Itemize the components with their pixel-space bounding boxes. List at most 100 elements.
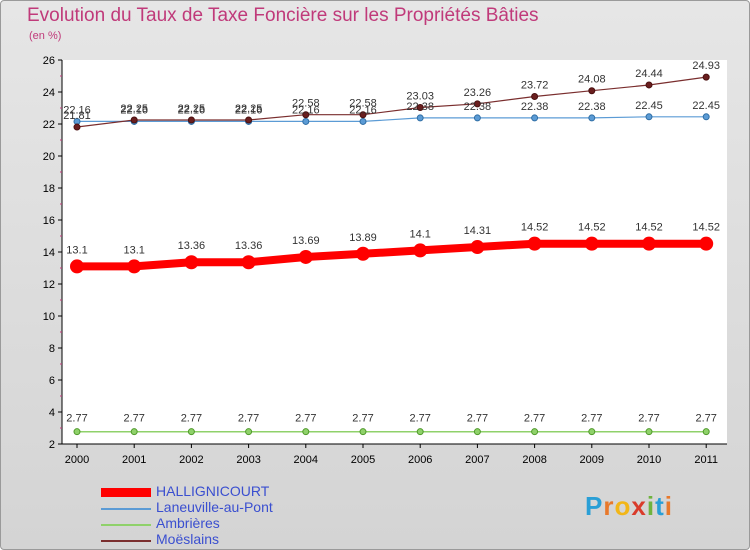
y-tick-label: 24 (43, 87, 55, 99)
x-tick-label: 2006 (408, 454, 432, 466)
series-line (77, 116, 707, 123)
data-point (702, 113, 710, 121)
data-label: 22.16 (178, 104, 206, 116)
data-label: 2.77 (695, 413, 716, 425)
data-label: 22.38 (464, 101, 492, 113)
data-label: 14.31 (464, 225, 492, 237)
data-label: 14.52 (692, 222, 720, 234)
y-tick-label: 6 (49, 375, 55, 387)
data-label: 22.16 (235, 104, 263, 116)
data-label: 2.77 (181, 413, 202, 425)
data-point (702, 73, 710, 81)
y-tick-label: 14 (43, 247, 55, 259)
proxiti-logo: Proxiti (585, 491, 673, 522)
data-point (73, 123, 81, 131)
data-point (588, 428, 596, 436)
data-label: 22.45 (692, 100, 720, 112)
data-point (531, 92, 539, 100)
data-point (584, 236, 599, 251)
data-point (416, 428, 424, 436)
data-label: 2.77 (66, 413, 87, 425)
data-point (70, 259, 84, 274)
data-point (702, 428, 710, 436)
data-point (245, 428, 253, 436)
y-tick-label: 18 (43, 183, 55, 195)
data-point (359, 111, 367, 119)
logo-letter: P (585, 491, 604, 521)
data-point (413, 243, 428, 258)
x-tick-label: 2007 (465, 454, 489, 466)
data-point (359, 428, 367, 436)
data-label: 22.45 (635, 100, 663, 112)
data-label: 22.58 (292, 98, 320, 110)
data-label: 22.58 (349, 98, 377, 110)
unit-label: (en %) (29, 30, 62, 42)
data-label: 2.77 (352, 413, 373, 425)
series-line (77, 239, 707, 271)
x-tick-label: 2000 (65, 454, 89, 466)
data-label: 22.25 (235, 103, 263, 115)
data-point (531, 114, 539, 122)
legend-label: Moëslains (156, 531, 220, 547)
data-point (130, 116, 138, 124)
data-label: 2.77 (238, 413, 259, 425)
data-label: 24.93 (692, 60, 720, 72)
data-point (699, 236, 714, 251)
data-point (416, 104, 424, 112)
data-label: 2.77 (123, 413, 144, 425)
data-label: 22.25 (120, 103, 148, 115)
y-tick-label: 8 (49, 343, 55, 355)
data-label: 24.08 (578, 74, 606, 86)
chart-title: Evolution du Taux de Taxe Foncière sur l… (27, 5, 539, 26)
data-label: 23.72 (521, 79, 549, 91)
data-label: 22.16 (292, 104, 320, 116)
data-label: 23.03 (406, 91, 434, 103)
y-tick-label: 2 (49, 439, 55, 451)
data-label: 2.77 (467, 413, 488, 425)
data-point (302, 428, 310, 436)
data-label: 14.1 (409, 228, 430, 240)
x-tick-label: 2004 (294, 454, 318, 466)
data-point (245, 116, 253, 124)
data-label: 22.38 (521, 101, 549, 113)
data-point (127, 259, 142, 274)
data-point (527, 236, 542, 251)
data-labels: 13.1 13.1 13.36 13.36 13.69 13.89 14.1 14.31 14.… (63, 60, 720, 425)
data-label: 13.69 (292, 235, 320, 247)
data-point (302, 117, 310, 125)
y-tick-label: 20 (43, 151, 55, 163)
data-label: 2.77 (295, 413, 316, 425)
data-label: 22.16 (120, 104, 148, 116)
data-point (645, 113, 653, 121)
x-tick-label: 2011 (694, 454, 718, 466)
data-point (184, 255, 199, 270)
x-tick-label: 2003 (236, 454, 260, 466)
logo-letter: t (655, 491, 665, 521)
data-point (645, 428, 653, 436)
legend-label: Ambrières (156, 515, 220, 531)
x-tick-label: 2010 (637, 454, 661, 466)
legend-swatch (101, 508, 151, 510)
data-label: 22.38 (406, 101, 434, 113)
data-label: 2.77 (638, 413, 659, 425)
data-point (241, 255, 256, 270)
data-point (473, 100, 481, 108)
data-label: 22.25 (178, 103, 206, 115)
data-point (473, 114, 481, 122)
logo-letter: x (631, 491, 647, 521)
data-label: 22.16 (63, 104, 91, 116)
series-group (70, 73, 714, 436)
x-tick-label: 2001 (122, 454, 146, 466)
y-tick-label: 4 (49, 407, 55, 419)
data-label: 22.16 (349, 104, 377, 116)
logo-letter: i (664, 491, 673, 521)
logo-letter: i (646, 491, 656, 521)
data-label: 2.77 (524, 413, 545, 425)
data-point (642, 236, 656, 251)
x-tick-label: 2008 (522, 454, 546, 466)
data-point (130, 428, 138, 436)
data-label: 2.77 (581, 413, 602, 425)
data-label: 14.52 (521, 222, 549, 234)
data-point (473, 428, 481, 436)
